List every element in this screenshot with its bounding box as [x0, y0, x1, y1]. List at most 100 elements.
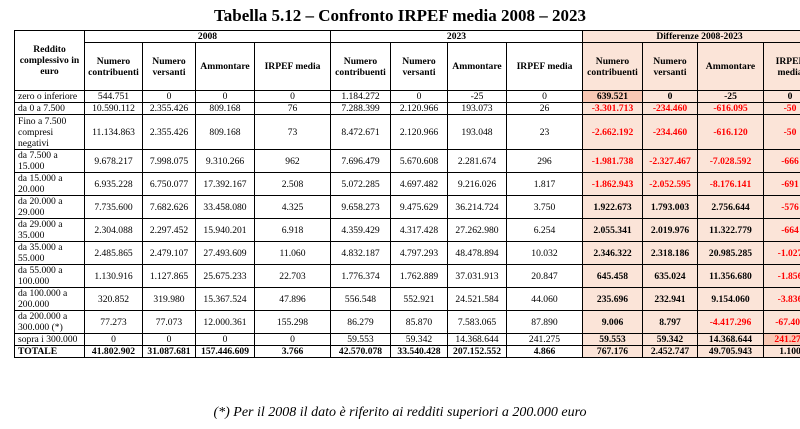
value-cell: 2.120.966	[390, 102, 448, 115]
value-cell: 6.935.228	[84, 172, 143, 196]
value-cell: 9.658.273	[330, 195, 391, 219]
col-header: Numero contribuenti	[84, 42, 143, 91]
table-row: da 0 a 7.500 10.590.112 2.355.426 809.168 76…	[14, 102, 800, 115]
table-row: da 55.000 a 100.000 1.130.916 1.127.865 25.…	[14, 264, 800, 288]
difference-cell: -1.027	[762, 241, 800, 265]
value-cell: 14.368.644	[447, 333, 507, 346]
col-header: Numero versanti	[642, 42, 698, 91]
table-body: zero o inferiore 544.751 0 0 0 1.184.272 0 -25 0…	[14, 90, 800, 358]
income-bracket-label: da 200.000 a 300.000 (*)	[14, 310, 85, 334]
value-cell: 6.750.077	[142, 172, 196, 196]
value-cell: 1.130.916	[84, 264, 143, 288]
value-cell: 4.832.187	[330, 241, 391, 265]
difference-cell: 0	[762, 90, 800, 103]
value-cell: 4.697.482	[390, 172, 448, 196]
value-cell: 552.921	[390, 287, 448, 311]
difference-cell: -2.662.192	[582, 114, 643, 150]
difference-cell: 635.024	[642, 264, 698, 288]
value-cell: 193.048	[447, 114, 507, 150]
value-cell: 33.540.428	[390, 345, 448, 358]
value-cell: 2.355.426	[142, 102, 196, 115]
value-cell: 41.802.902	[84, 345, 143, 358]
value-cell: 0	[84, 333, 143, 346]
income-bracket-label: sopra i 300.000	[14, 333, 85, 346]
value-cell: 1.776.374	[330, 264, 391, 288]
difference-cell: -576	[762, 195, 800, 219]
value-cell: 37.031.913	[447, 264, 507, 288]
value-cell: 2.355.426	[142, 114, 196, 150]
value-cell: 22.703	[254, 264, 331, 288]
difference-cell: 9.154.060	[697, 287, 764, 311]
difference-cell: 2.055.341	[582, 218, 643, 242]
value-cell: 9.678.217	[84, 149, 143, 173]
table-row: da 35.000 a 55.000 2.485.865 2.479.107 27.4…	[14, 241, 800, 265]
value-cell: 6.254	[506, 218, 583, 242]
value-cell: 7.583.065	[447, 310, 507, 334]
value-cell: 0	[506, 90, 583, 103]
group-header-differences: Differenze 2008-2023	[581, 30, 800, 43]
table-title: Tabella 5.12 – Confronto IRPEF media 200…	[214, 6, 586, 25]
income-bracket-label: da 29.000 a 35.000	[14, 218, 85, 242]
table-row: Fino a 7.500 compresi negativi 11.134.863…	[14, 114, 800, 150]
difference-cell: 14.368.644	[697, 333, 764, 346]
difference-cell: 2.452.747	[642, 345, 698, 358]
value-cell: 9.475.629	[390, 195, 448, 219]
table-row: da 200.000 a 300.000 (*) 77.273 77.073 12.0…	[14, 310, 800, 334]
value-cell: 11.060	[254, 241, 331, 265]
value-cell: 27.262.980	[447, 218, 507, 242]
income-bracket-header: Reddito complessivo in euro	[14, 30, 85, 91]
col-header: Ammontare	[697, 42, 764, 91]
difference-cell: 2.346.322	[582, 241, 643, 265]
difference-cell: 11.322.779	[697, 218, 764, 242]
table-row: sopra i 300.000 0 0 0 0 59.553 59.342 14.368.64…	[14, 333, 800, 346]
value-cell: 1.817	[506, 172, 583, 196]
difference-cell: -3.301.713	[582, 102, 643, 115]
income-bracket-label: Fino a 7.500 compresi negativi	[14, 114, 85, 150]
difference-cell: 20.985.285	[697, 241, 764, 265]
irpef-comparison-table: Reddito complessivo in euro 2008 2023 Di…	[14, 30, 800, 358]
value-cell: 85.870	[390, 310, 448, 334]
income-bracket-label: da 35.000 a 55.000	[14, 241, 85, 265]
difference-cell: -1.862.943	[582, 172, 643, 196]
value-cell: 320.852	[84, 287, 143, 311]
value-cell: 2.281.674	[447, 149, 507, 173]
value-cell: 2.297.452	[142, 218, 196, 242]
value-cell: 0	[195, 90, 255, 103]
value-cell: 8.472.671	[330, 114, 391, 150]
difference-cell: -691	[762, 172, 800, 196]
value-cell: 4.866	[506, 345, 583, 358]
value-cell: 241.275	[506, 333, 583, 346]
value-cell: 962	[254, 149, 331, 173]
value-cell: 10.032	[506, 241, 583, 265]
value-cell: 3.750	[506, 195, 583, 219]
value-cell: 7.998.075	[142, 149, 196, 173]
value-cell: 27.493.609	[195, 241, 255, 265]
value-cell: 809.168	[195, 102, 255, 115]
difference-cell: -50	[762, 102, 800, 115]
difference-cell: 9.006	[582, 310, 643, 334]
value-cell: 77.273	[84, 310, 143, 334]
value-cell: 7.735.600	[84, 195, 143, 219]
difference-cell: 639.521	[582, 90, 643, 103]
value-cell: 31.087.681	[142, 345, 196, 358]
value-cell: 7.682.626	[142, 195, 196, 219]
group-header-2008: 2008	[84, 30, 331, 43]
difference-cell: 2.756.644	[697, 195, 764, 219]
value-cell: 9.216.026	[447, 172, 507, 196]
value-cell: 5.072.285	[330, 172, 391, 196]
value-cell: 319.980	[142, 287, 196, 311]
difference-cell: -4.417.296	[697, 310, 764, 334]
table-row: zero o inferiore 544.751 0 0 0 1.184.272 0 -25 0…	[14, 90, 800, 103]
value-cell: 2.479.107	[142, 241, 196, 265]
income-bracket-label: da 0 a 7.500	[14, 102, 85, 115]
difference-cell: 1.793.003	[642, 195, 698, 219]
value-cell: 17.392.167	[195, 172, 255, 196]
difference-cell: -664	[762, 218, 800, 242]
group-header-2023: 2023	[330, 30, 583, 43]
difference-cell: 11.356.680	[697, 264, 764, 288]
value-cell: 0	[254, 90, 331, 103]
value-cell: 2.485.865	[84, 241, 143, 265]
value-cell: 556.548	[330, 287, 391, 311]
income-bracket-label: da 55.000 a 100.000	[14, 264, 85, 288]
difference-cell: -8.176.141	[697, 172, 764, 196]
